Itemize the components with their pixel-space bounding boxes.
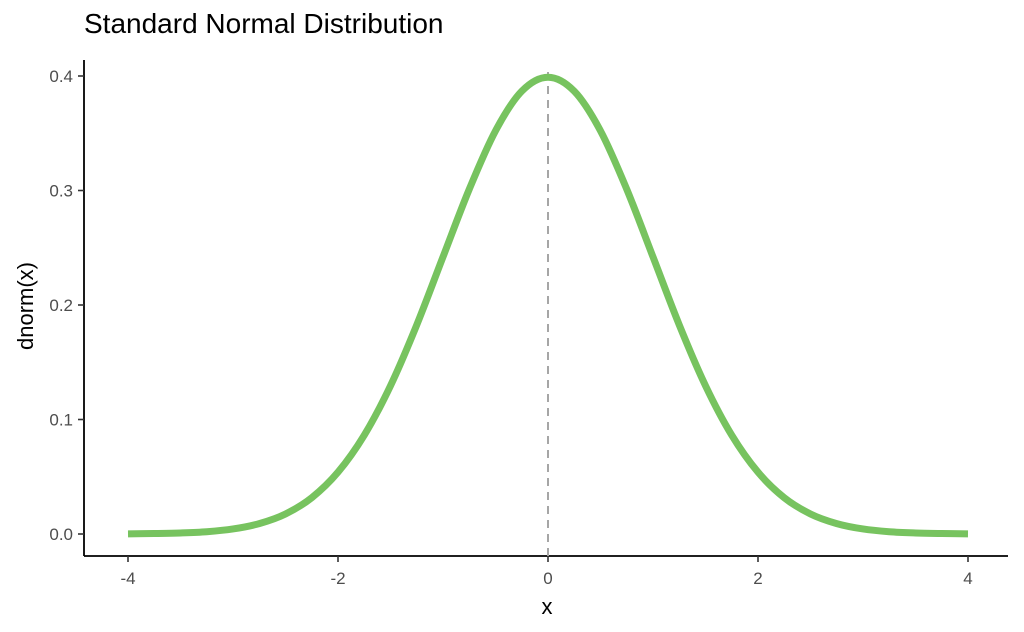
y-tick-label: 0.2 bbox=[49, 296, 73, 315]
y-tick-label: 0.3 bbox=[49, 182, 73, 201]
x-tick-label: -2 bbox=[330, 569, 345, 588]
y-axis-title: dnorm(x) bbox=[13, 262, 38, 350]
density-curve bbox=[127, 73, 969, 538]
x-tick-label: 2 bbox=[753, 569, 762, 588]
y-tick-label: 0.4 bbox=[49, 67, 73, 86]
y-tick-label: 0.1 bbox=[49, 411, 73, 430]
chart-title: Standard Normal Distribution bbox=[84, 8, 444, 39]
x-tick-label: 4 bbox=[963, 569, 972, 588]
x-tick-label: -4 bbox=[120, 569, 135, 588]
x-tick-label: 0 bbox=[543, 569, 552, 588]
plot-area: 0.0 0.1 0.2 0.3 0.4 -4 -2 0 2 4 bbox=[49, 60, 1008, 588]
x-axis-title: x bbox=[542, 594, 553, 619]
y-tick-label: 0.0 bbox=[49, 525, 73, 544]
